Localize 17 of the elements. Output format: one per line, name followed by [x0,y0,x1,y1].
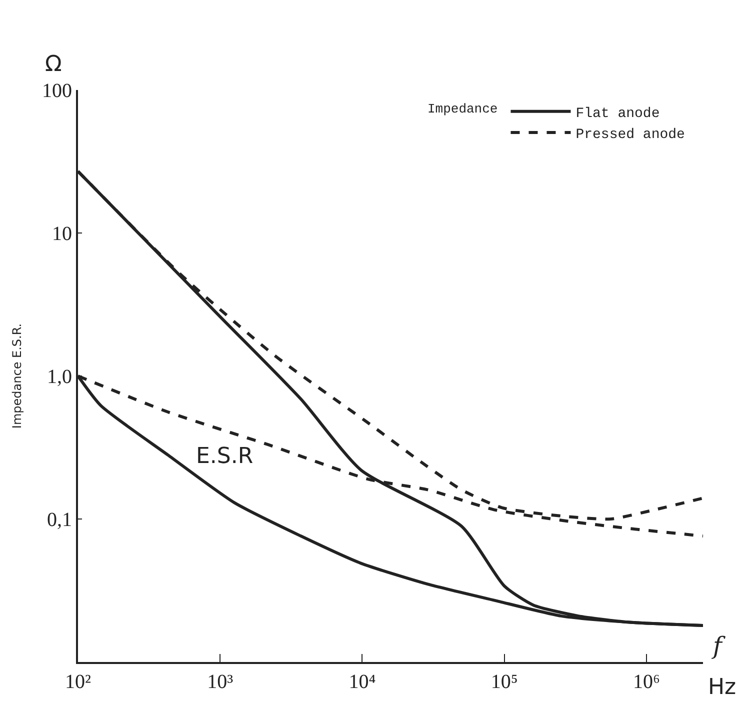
y-tick-label: 100 [42,80,72,102]
x-tick-label: 10⁴ [348,671,376,693]
y-tick-label: 1,0 [47,366,72,388]
legend-label: Flat anode [576,106,660,122]
legend-label: Pressed anode [576,126,685,143]
x-tick-label: 10³ [207,671,234,693]
text: Ω [45,52,62,77]
legend-title: Impedance [428,102,498,117]
x-axis-title: f [711,632,726,660]
x-tick-label: 10² [65,671,91,693]
text: Hz [708,675,736,700]
x-tick-label: 10⁵ [490,671,518,693]
y-tick-label: 10 [52,223,72,245]
x-tick-label: 10⁶ [632,671,660,693]
annotation: E.S.R [196,444,254,469]
y-tick-label: 0,1 [47,509,72,531]
y-axis-title: Impedance E.S.R. [10,323,24,429]
